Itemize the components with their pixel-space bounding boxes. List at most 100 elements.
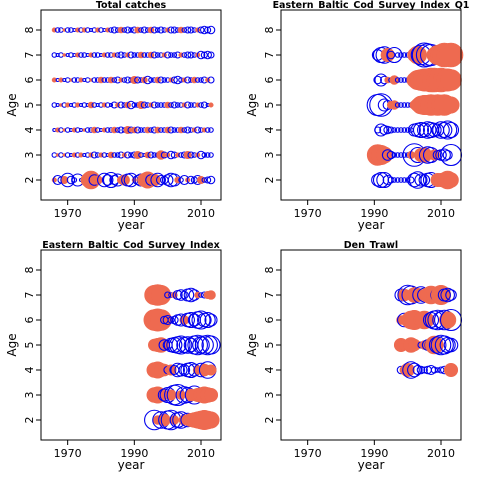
x-tick-label: 1990 bbox=[360, 207, 388, 220]
positive-residual-bubble-age4-1992 bbox=[138, 127, 144, 133]
positive-residual-bubble-age8-1967 bbox=[54, 27, 61, 33]
negative-residual-bubble-age5-1996 bbox=[389, 100, 400, 110]
positive-residual-bubble-age5-2009 bbox=[428, 336, 447, 354]
positive-residual-bubble-age2-2011 bbox=[201, 177, 208, 183]
y-tick-label: 5 bbox=[263, 102, 276, 109]
negative-residual-bubble-age2-2013 bbox=[202, 411, 220, 429]
positive-residual-bubble-age3-1997 bbox=[394, 152, 401, 158]
positive-residual-bubble-age5-1996 bbox=[150, 101, 158, 109]
panel-title: Den_Trawl bbox=[344, 240, 398, 251]
positive-residual-bubble-age7-1999 bbox=[401, 52, 408, 58]
y-tick-label: 2 bbox=[263, 417, 276, 424]
positive-residual-bubble-age7-1978 bbox=[91, 52, 98, 58]
positive-residual-bubble-age6-1991 bbox=[134, 76, 142, 84]
negative-residual-bubble-age2-2013 bbox=[443, 172, 459, 188]
positive-residual-bubble-age3-2007 bbox=[187, 151, 195, 159]
positive-residual-bubble-age8-1970 bbox=[64, 27, 71, 33]
positive-residual-bubble-age7-2011 bbox=[200, 51, 208, 59]
positive-residual-bubble-age7-1997 bbox=[394, 52, 401, 58]
positive-residual-bubble-age5-2012 bbox=[197, 334, 218, 356]
positive-residual-bubble-age6-2009 bbox=[194, 77, 201, 83]
positive-residual-bubble-age7-2007 bbox=[187, 51, 195, 59]
positive-residual-bubble-age7-1990 bbox=[131, 52, 138, 58]
positive-residual-bubble-age3-2011 bbox=[437, 148, 451, 162]
panel-title: Total catches bbox=[96, 0, 167, 11]
panel-title: Eastern_Baltic_Cod_Survey_Index bbox=[42, 240, 219, 251]
negative-residual-bubble-age4-2013 bbox=[205, 364, 217, 376]
positive-residual-bubble-age4-1993 bbox=[379, 124, 390, 136]
positive-residual-bubble-age8-2013 bbox=[206, 25, 216, 35]
positive-residual-bubble-age5-1999 bbox=[401, 102, 408, 108]
positive-residual-bubble-age4-1998 bbox=[398, 127, 404, 133]
positive-residual-bubble-age2-2004 bbox=[178, 177, 184, 183]
positive-residual-bubble-age7-2010 bbox=[196, 50, 206, 60]
positive-residual-bubble-age6-1999 bbox=[161, 77, 168, 83]
positive-residual-bubble-age5-2004 bbox=[171, 335, 191, 355]
positive-residual-bubble-age8-1983 bbox=[108, 27, 114, 33]
positive-residual-bubble-age8-2006 bbox=[184, 26, 192, 34]
negative-residual-bubble-age6-2013 bbox=[440, 69, 462, 91]
negative-residual-bubble-age3-1993 bbox=[375, 146, 393, 164]
y-tick-label: 3 bbox=[263, 392, 276, 399]
positive-residual-bubble-age7-2004 bbox=[175, 289, 187, 301]
positive-residual-bubble-age4-2003 bbox=[170, 362, 185, 378]
positive-residual-bubble-age6-2013 bbox=[207, 76, 215, 84]
positive-residual-bubble-age4-2004 bbox=[416, 365, 426, 375]
panel-title: Eastern_Baltic_Cod_Survey_Index_Q1 bbox=[273, 0, 470, 11]
positive-residual-bubble-age2-2003 bbox=[408, 171, 427, 189]
positive-residual-bubble-age4-1996 bbox=[391, 127, 398, 133]
positive-residual-bubble-age4-2001 bbox=[402, 361, 420, 379]
positive-residual-bubble-age3-1985 bbox=[114, 152, 121, 158]
positive-residual-bubble-age3-2013 bbox=[208, 152, 214, 158]
positive-residual-bubble-age4-2005 bbox=[420, 366, 428, 374]
positive-residual-bubble-age6-2013 bbox=[204, 313, 218, 327]
positive-residual-bubble-age3-2011 bbox=[201, 152, 208, 158]
positive-residual-bubble-age7-2005 bbox=[180, 290, 189, 300]
positive-residual-bubble-age6-1995 bbox=[148, 77, 154, 83]
negative-residual-bubble-age7-2013 bbox=[438, 42, 464, 68]
positive-residual-bubble-age3-1999 bbox=[401, 152, 408, 158]
y-tick-label: 4 bbox=[263, 367, 276, 374]
y-axis-label: Age bbox=[5, 333, 19, 356]
positive-residual-bubble-age4-2009 bbox=[194, 126, 202, 134]
x-tick-label: 1970 bbox=[54, 447, 82, 460]
positive-residual-bubble-age5-2007 bbox=[188, 102, 194, 108]
positive-residual-bubble-age4-2001 bbox=[167, 126, 175, 134]
positive-residual-bubble-age7-2000 bbox=[164, 51, 172, 59]
y-axis-label: Age bbox=[245, 93, 259, 116]
positive-residual-bubble-age7-1989 bbox=[127, 51, 135, 59]
positive-residual-bubble-age3-1984 bbox=[111, 152, 118, 158]
positive-residual-bubble-age7-2010 bbox=[198, 292, 204, 298]
positive-residual-bubble-age2-1995 bbox=[387, 176, 395, 184]
negative-residual-bubble-age7-2013 bbox=[206, 290, 216, 300]
positive-residual-bubble-age8-2007 bbox=[187, 26, 195, 34]
positive-residual-bubble-age6-1984 bbox=[111, 77, 118, 83]
y-tick-label: 3 bbox=[23, 152, 36, 159]
positive-residual-bubble-age5-1997 bbox=[394, 102, 401, 108]
positive-residual-bubble-age8-1987 bbox=[121, 27, 128, 33]
y-tick-label: 2 bbox=[23, 177, 36, 184]
positive-residual-bubble-age3-1996 bbox=[391, 152, 398, 158]
positive-residual-bubble-age4-1991 bbox=[134, 126, 142, 134]
y-tick-label: 7 bbox=[263, 52, 276, 59]
positive-residual-bubble-age2-2012 bbox=[204, 176, 212, 184]
bubble-layer bbox=[393, 284, 463, 379]
negative-residual-bubble-age5-2008 bbox=[425, 335, 444, 355]
positive-residual-bubble-age6-2012 bbox=[199, 311, 216, 329]
positive-residual-bubble-age5-1983 bbox=[108, 102, 114, 108]
positive-residual-bubble-age2-1999 bbox=[401, 177, 408, 183]
positive-residual-bubble-age8-2001 bbox=[167, 26, 175, 34]
positive-residual-bubble-age7-2001 bbox=[168, 52, 174, 58]
x-tick-label: 2010 bbox=[187, 447, 215, 460]
positive-residual-bubble-age2-2013 bbox=[206, 175, 216, 185]
positive-residual-bubble-age6-2010 bbox=[198, 77, 204, 83]
positive-residual-bubble-age7-2006 bbox=[184, 51, 192, 59]
positive-residual-bubble-age3-2001 bbox=[166, 150, 176, 160]
positive-residual-bubble-age5-2013 bbox=[443, 337, 459, 353]
y-tick-label: 6 bbox=[263, 317, 276, 324]
positive-residual-bubble-age3-2004 bbox=[178, 152, 184, 158]
negative-residual-bubble-age3-2013 bbox=[203, 387, 219, 403]
positive-residual-bubble-age4-1998 bbox=[158, 127, 164, 133]
x-tick-label: 1970 bbox=[294, 447, 322, 460]
positive-residual-bubble-age5-1986 bbox=[117, 101, 125, 109]
